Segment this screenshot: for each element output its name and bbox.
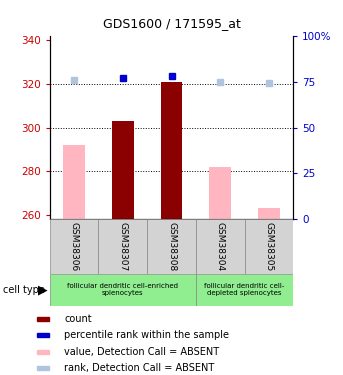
Text: follicular dendritic cell-
depleted splenocytes: follicular dendritic cell- depleted sple…	[204, 283, 285, 296]
Text: ▶: ▶	[38, 283, 48, 296]
Text: cell type: cell type	[3, 285, 45, 295]
Text: GSM38305: GSM38305	[264, 222, 273, 272]
Bar	[258, 209, 280, 219]
Text: value, Detection Call = ABSENT: value, Detection Call = ABSENT	[64, 346, 220, 357]
Text: count: count	[64, 314, 92, 324]
Bar	[50, 274, 196, 306]
Bar	[63, 145, 85, 219]
Bar	[37, 366, 49, 370]
Bar	[50, 219, 98, 274]
Bar	[209, 167, 231, 219]
Bar	[147, 219, 196, 274]
Bar	[196, 274, 293, 306]
Bar	[98, 219, 147, 274]
Bar	[245, 219, 293, 274]
Text: GDS1600 / 171595_at: GDS1600 / 171595_at	[103, 17, 240, 30]
Bar	[112, 121, 134, 219]
Bar	[37, 316, 49, 321]
Bar	[37, 350, 49, 354]
Text: GSM38307: GSM38307	[118, 222, 127, 272]
Text: follicular dendritic cell-enriched
splenocytes: follicular dendritic cell-enriched splen…	[67, 283, 178, 296]
Text: percentile rank within the sample: percentile rank within the sample	[64, 330, 229, 340]
Bar	[37, 333, 49, 338]
Bar	[196, 219, 245, 274]
Text: GSM38308: GSM38308	[167, 222, 176, 272]
Text: GSM38306: GSM38306	[70, 222, 79, 272]
Text: rank, Detection Call = ABSENT: rank, Detection Call = ABSENT	[64, 363, 215, 373]
Bar	[161, 82, 182, 219]
Text: GSM38304: GSM38304	[216, 222, 225, 271]
